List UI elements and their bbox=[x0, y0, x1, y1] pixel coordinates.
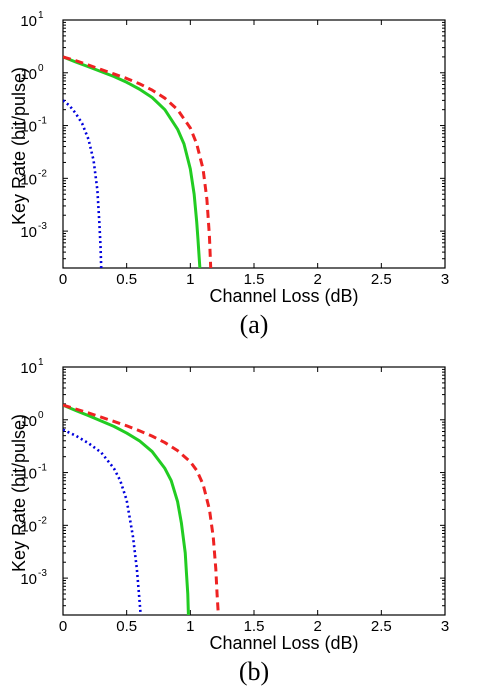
y-tick-label-exponent: -2 bbox=[38, 168, 47, 179]
x-tick-label: 1 bbox=[186, 271, 194, 288]
y-tick-label-exponent: -3 bbox=[38, 221, 47, 232]
x-tick-label: 0 bbox=[59, 271, 67, 288]
chart-panel-b: 0 0.5 1 1.5 2 2.5 3 10 1 10 0 10 -1 10 -2 10 -3 Channel L… bbox=[0, 347, 491, 694]
x-tick-label: 0.5 bbox=[116, 618, 137, 635]
plot-area-frame bbox=[62, 366, 446, 616]
y-tick-label: 10 bbox=[20, 466, 37, 483]
y-tick-label-exponent: 0 bbox=[38, 63, 44, 74]
x-tick-label: 0 bbox=[59, 618, 67, 635]
plot-area-frame bbox=[62, 19, 446, 269]
y-tick-label-exponent: -1 bbox=[38, 116, 47, 127]
x-tick-label: 0.5 bbox=[116, 271, 137, 288]
y-tick-label-exponent: 1 bbox=[38, 357, 44, 368]
y-tick-label: 10 bbox=[20, 571, 37, 588]
y-tick-label: 10 bbox=[20, 360, 37, 377]
y-axis-title: Key Rate (bit/pulse) bbox=[9, 414, 29, 572]
y-tick-label: 10 bbox=[20, 518, 37, 535]
panel-caption: (b) bbox=[239, 657, 269, 686]
x-tick-label: 1.5 bbox=[244, 618, 265, 635]
x-tick-label: 3 bbox=[441, 618, 449, 635]
y-tick-label: 10 bbox=[20, 13, 37, 30]
y-tick-label-exponent: -3 bbox=[38, 568, 47, 579]
x-tick-label: 1.5 bbox=[244, 271, 265, 288]
chart-panel-a: 0 0.5 1 1.5 2 2.5 3 10 1 10 0 10 -1 10 -2 10 -3 Channel L… bbox=[9, 10, 449, 339]
series-line-solid bbox=[63, 55, 202, 268]
series-line-solid bbox=[63, 403, 190, 615]
y-tick-label: 10 bbox=[20, 119, 37, 136]
y-tick-label: 10 bbox=[20, 171, 37, 188]
y-tick-label-exponent: 0 bbox=[38, 410, 44, 421]
x-axis-title: Channel Loss (dB) bbox=[209, 286, 358, 306]
x-tick-label: 2.5 bbox=[371, 271, 392, 288]
x-tick-label: 2 bbox=[313, 271, 321, 288]
series-line-dashed bbox=[63, 55, 213, 268]
y-tick-label-exponent: 1 bbox=[38, 10, 44, 21]
y-tick-label-exponent: -1 bbox=[38, 463, 47, 474]
y-tick-label-exponent: -2 bbox=[38, 515, 47, 526]
x-axis-title: Channel Loss (dB) bbox=[209, 633, 358, 653]
y-tick-label: 10 bbox=[20, 224, 37, 241]
y-axis-title: Key Rate (bit/pulse) bbox=[9, 67, 29, 225]
x-tick-label: 2.5 bbox=[371, 618, 392, 635]
x-tick-label: 1 bbox=[186, 618, 194, 635]
y-tick-label: 10 bbox=[20, 413, 37, 430]
panel-caption: (a) bbox=[240, 310, 269, 339]
x-tick-label: 2 bbox=[313, 618, 321, 635]
series-line-dashed bbox=[63, 403, 220, 615]
x-tick-label: 3 bbox=[441, 271, 449, 288]
y-tick-label: 10 bbox=[20, 66, 37, 83]
